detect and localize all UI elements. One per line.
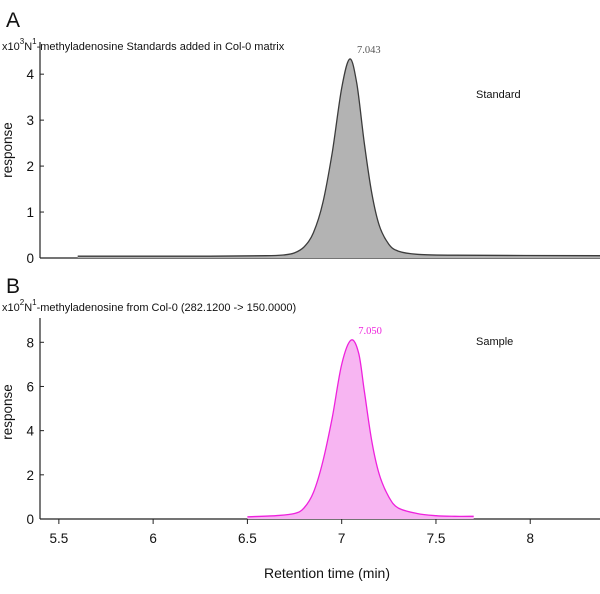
x-axis-title: Retention time (min) [264, 565, 390, 581]
panel-b-annotation: Sample [476, 336, 513, 348]
panel-b-y-ticks: 0 2 4 6 8 [26, 335, 44, 527]
panel-a-ytick-label: 2 [26, 159, 34, 174]
panel-b-multiplier-exp: 2 [20, 298, 25, 307]
panel-b: B x102N1-methyladenosine from Col-0 (282… [0, 275, 600, 581]
panel-b-ytick-label: 4 [26, 424, 34, 439]
panel-b-ytick-label: 0 [26, 512, 34, 527]
x-tick-label: 5.5 [49, 531, 68, 546]
x-tick-label: 6.5 [238, 531, 257, 546]
panel-a-multiplier-exp: 3 [20, 37, 25, 46]
panel-a: A x103N1-methyladenosine Standards added… [0, 9, 600, 266]
panel-b-compound-base: N [24, 302, 32, 314]
panel-b-ytick-label: 8 [26, 335, 34, 350]
panel-a-letter: A [6, 9, 20, 32]
panel-a-ytick-label: 0 [26, 251, 34, 266]
panel-a-trace-line [77, 58, 600, 257]
panel-a-ytick-label: 1 [26, 205, 34, 220]
panel-a-y-ticks: 0 1 2 3 4 [26, 67, 44, 266]
panel-a-ytick-label: 4 [26, 67, 34, 82]
panel-b-x-ticks: 5.5 6 6.5 7 7.5 8 [49, 519, 534, 546]
panel-b-multiplier-base: x10 [2, 302, 20, 314]
panel-a-peak-label: 7.043 [357, 45, 381, 56]
panel-b-letter: B [6, 275, 20, 298]
panel-a-ytick-label: 3 [26, 113, 34, 128]
panel-b-peak-label: 7.050 [358, 326, 382, 337]
panel-a-compound-base: N [24, 41, 32, 53]
x-tick-label: 6 [149, 531, 157, 546]
x-tick-label: 7.5 [427, 531, 446, 546]
panel-a-compound-sup: 1 [32, 37, 37, 46]
x-tick-label: 7 [338, 531, 346, 546]
x-tick-label: 8 [526, 531, 534, 546]
panel-a-title: x103N1-methyladenosine Standards added i… [2, 37, 285, 53]
panel-a-peak-area [77, 58, 600, 258]
panel-b-compound-sup: 1 [32, 298, 37, 307]
panel-b-ylabel: response [0, 384, 15, 440]
panel-b-title: x102N1-methyladenosine from Col-0 (282.1… [2, 298, 296, 314]
panel-b-trace-line [247, 339, 474, 518]
panel-b-peak-area [247, 339, 474, 519]
panel-a-title-rest: -methyladenosine Standards added in Col-… [37, 41, 285, 53]
panel-b-title-rest: -methyladenosine from Col-0 (282.1200 ->… [37, 302, 297, 314]
panel-a-multiplier-base: x10 [2, 41, 20, 53]
panel-b-ytick-label: 6 [26, 379, 34, 394]
panel-a-ylabel: response [0, 122, 15, 178]
panel-a-annotation: Standard [476, 89, 521, 101]
panel-b-ytick-label: 2 [26, 468, 34, 483]
